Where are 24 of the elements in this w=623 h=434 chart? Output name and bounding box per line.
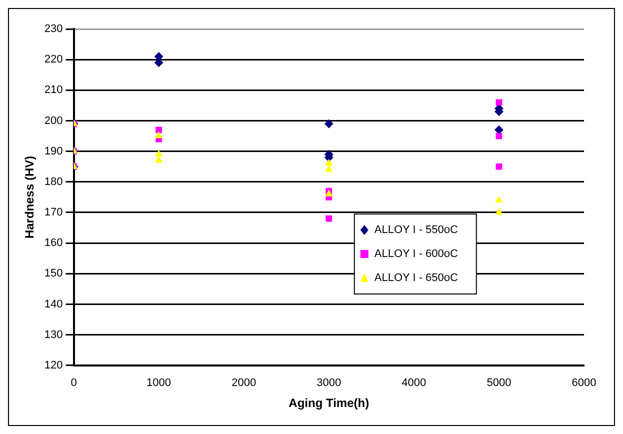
y-tick-label: 130 xyxy=(44,328,63,341)
y-tick-label: 210 xyxy=(44,84,63,96)
y-tick-label: 230 xyxy=(44,23,63,36)
x-tick-label: 5000 xyxy=(486,377,512,390)
legend-label: ALLOY I - 600oC xyxy=(374,248,458,260)
y-tick-label: 220 xyxy=(44,54,63,66)
x-tick-label: 6000 xyxy=(572,377,596,390)
x-tick-label: 2000 xyxy=(232,377,256,390)
y-tick-label: 160 xyxy=(44,237,63,250)
y-tick-label: 200 xyxy=(44,114,63,127)
legend-label: ALLOY I - 650oC xyxy=(374,272,458,284)
x-tick-label: 1000 xyxy=(146,377,172,390)
x-axis-title: Aging Time(h) xyxy=(288,396,370,410)
y-tick-label: 150 xyxy=(44,268,63,280)
x-tick-label: 3000 xyxy=(316,377,342,390)
y-tick-label: 170 xyxy=(44,206,63,219)
y-axis-title: Hardness (HV) xyxy=(22,156,37,239)
legend-label: ALLOY I - 550oC xyxy=(374,224,458,236)
y-tick-label: 140 xyxy=(44,298,63,310)
x-tick-label: 0 xyxy=(70,377,77,390)
y-tick-label: 120 xyxy=(44,359,63,372)
y-tick-label: 180 xyxy=(44,176,63,188)
y-tick-label: 190 xyxy=(44,145,63,158)
x-tick-label: 4000 xyxy=(402,377,426,390)
